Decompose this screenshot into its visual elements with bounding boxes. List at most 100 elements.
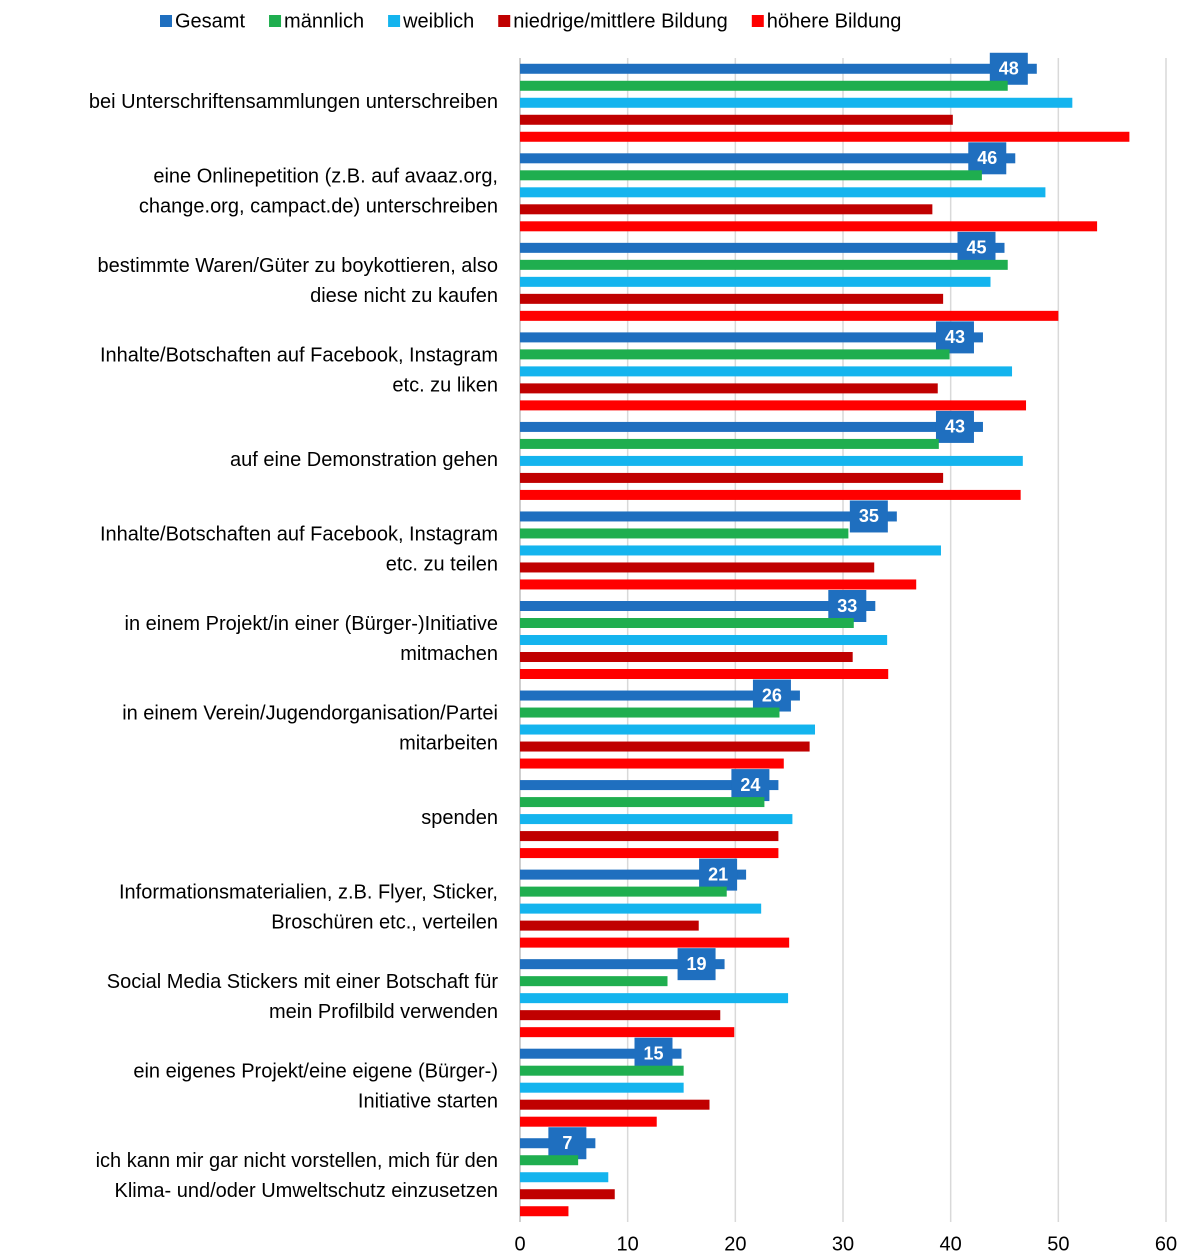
bar: [520, 724, 816, 735]
bar: [520, 741, 810, 752]
bar: [520, 579, 917, 590]
legend-swatch: [160, 15, 172, 27]
category-label-line: etc. zu liken: [392, 375, 498, 397]
bar: [520, 601, 876, 611]
category-label: ein eigenes Projekt/eine eigene (Bürger-…: [133, 1061, 498, 1113]
category-label-line: diese nicht zu kaufen: [310, 285, 498, 307]
bar: [520, 1027, 735, 1038]
bar: [520, 187, 1046, 198]
data-label-box: [989, 52, 1028, 85]
bar: [520, 1189, 615, 1200]
category-label-line: mitarbeiten: [399, 733, 498, 755]
category-label: in einem Projekt/in einer (Bürger-)Initi…: [125, 613, 499, 665]
category-label-line: etc. zu teilen: [386, 554, 498, 576]
data-label-box: [849, 500, 888, 533]
legend-label: höhere Bildung: [767, 10, 902, 32]
bar: [520, 780, 779, 791]
category-label: Social Media Stickers mit einer Botschaf…: [107, 971, 499, 1023]
bar: [520, 63, 1037, 74]
bar: [520, 276, 991, 287]
category-label-line: eine Onlinepetition (z.B. auf avaaz.org,: [153, 166, 498, 188]
bar: [520, 993, 789, 1004]
bar: [520, 131, 1130, 142]
bar: [520, 937, 790, 948]
bar: [520, 332, 983, 343]
bar: [520, 438, 939, 449]
x-tick-label: 20: [724, 1233, 746, 1254]
bar: [520, 1116, 657, 1127]
bar: [520, 618, 854, 628]
category-label-line: bestimmte Waren/Güter zu boykottieren, a…: [97, 255, 498, 277]
category-label: Informationsmaterialien, z.B. Flyer, Sti…: [119, 882, 498, 934]
bar: [520, 814, 793, 825]
data-label: 21: [708, 864, 728, 884]
category-label-line: Klima- und/oder Umweltschutz einzusetzen: [114, 1181, 498, 1203]
category-label-line: auf eine Demonstration gehen: [230, 449, 498, 471]
bar: [520, 455, 1023, 466]
bar: [520, 170, 982, 181]
legend-swatch: [751, 15, 764, 27]
data-label-box: [699, 858, 738, 891]
bar: [520, 1082, 684, 1093]
x-tick-label: 40: [940, 1233, 962, 1254]
bar: [520, 903, 762, 914]
data-label-box: [935, 321, 974, 354]
bar: [520, 976, 668, 987]
data-label: 24: [740, 775, 760, 795]
category-label-line: Broschüren etc., verteilen: [271, 912, 498, 934]
data-label: 35: [859, 506, 879, 526]
legend-swatch: [498, 15, 511, 27]
x-tick-label: 60: [1155, 1233, 1177, 1254]
bar: [520, 562, 875, 573]
bar: [520, 635, 888, 645]
data-label-box: [828, 590, 867, 622]
category-label-line: Initiative starten: [358, 1091, 498, 1113]
bar: [520, 259, 1008, 270]
bar: [520, 920, 699, 931]
bar: [520, 1048, 682, 1059]
category-label: in einem Verein/Jugendorganisation/Parte…: [122, 703, 498, 755]
bar: [520, 1010, 721, 1021]
category-label-line: bei Unterschriftensammlungen unterschrei…: [89, 91, 498, 113]
data-label-box: [548, 1127, 587, 1160]
category-label-line: mein Profilbild verwenden: [269, 1001, 498, 1023]
legend-swatch: [269, 15, 282, 27]
bar: [520, 1172, 609, 1183]
bar: [520, 869, 747, 880]
data-label: 46: [977, 148, 997, 168]
bar: [520, 204, 933, 215]
bar: [520, 848, 779, 859]
bar: [520, 797, 765, 808]
bar: [520, 293, 944, 304]
data-label-box: [935, 410, 974, 443]
category-label-line: Inhalte/Botschaften auf Facebook, Instag…: [100, 524, 498, 546]
bar: [520, 366, 1013, 377]
category-label: bei Unterschriftensammlungen unterschrei…: [89, 91, 498, 113]
legend-label: Gesamt: [175, 10, 245, 32]
bar: [520, 472, 944, 483]
data-label: 19: [687, 954, 707, 974]
bar: [520, 511, 897, 522]
bar: [520, 489, 1021, 500]
category-label-line: Inhalte/Botschaften auf Facebook, Instag…: [100, 345, 498, 367]
bar: [520, 421, 983, 432]
category-label-line: in einem Verein/Jugendorganisation/Parte…: [122, 703, 498, 725]
data-label-box: [634, 1037, 673, 1070]
bar: [520, 349, 950, 360]
bar: [520, 959, 725, 970]
category-label: Inhalte/Botschaften auf Facebook, Instag…: [100, 524, 498, 576]
category-label-line: in einem Projekt/in einer (Bürger-)Initi…: [125, 613, 499, 635]
category-label-line: ein eigenes Projekt/eine eigene (Bürger-…: [133, 1061, 498, 1083]
category-label-line: spenden: [421, 807, 498, 829]
bar: [520, 383, 938, 394]
legend-label: weiblich: [402, 10, 474, 32]
bar: [520, 400, 1027, 411]
data-label-box: [677, 948, 716, 981]
bar: [520, 221, 1098, 232]
category-label-line: Informationsmaterialien, z.B. Flyer, Sti…: [119, 882, 498, 904]
category-label-line: change.org, campact.de) unterschreiben: [139, 196, 498, 218]
data-label-box: [957, 231, 996, 264]
data-label: 43: [945, 327, 965, 347]
data-label: 15: [643, 1043, 663, 1063]
